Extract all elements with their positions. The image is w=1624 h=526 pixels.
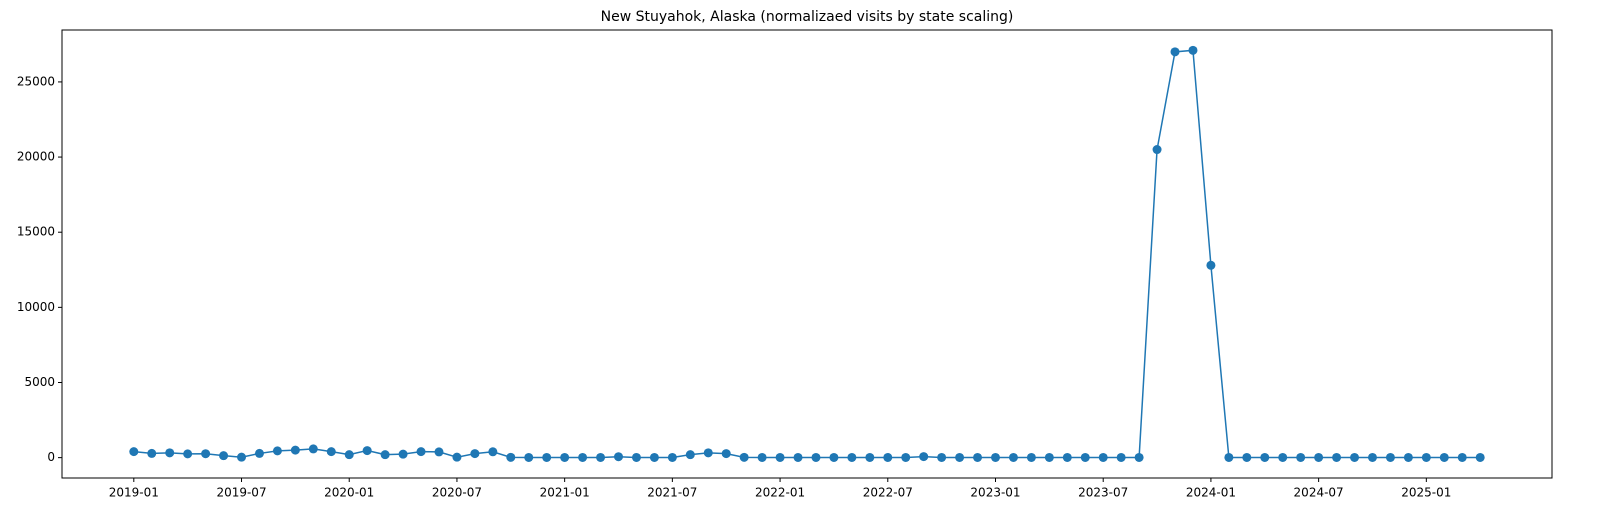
point [452,452,462,462]
point [542,452,552,462]
x-tick-label: 2021-07 [647,486,697,500]
point [1350,452,1360,462]
point [1026,452,1036,462]
point [1403,452,1413,462]
x-tick-label: 2019-01 [109,486,159,500]
point [631,452,641,462]
y-tick-label: 15000 [17,225,55,239]
point [560,452,570,462]
x-tick-label: 2023-07 [1078,486,1128,500]
point [219,451,229,461]
point [721,449,731,459]
y-tick-label: 5000 [24,375,55,389]
point [847,452,857,462]
chart-title: New Stuyahok, Alaska (normalizaed visits… [601,9,1014,25]
point [524,452,534,462]
x-tick-label: 2024-01 [1186,486,1236,500]
point [703,448,713,458]
point [201,449,211,459]
point [1367,452,1377,462]
point [757,452,767,462]
x-tick-label: 2022-07 [863,486,913,500]
point [326,447,336,457]
point [147,448,157,458]
point [685,450,695,460]
point [1188,45,1198,55]
point [614,452,624,462]
point [1242,452,1252,462]
x-tick-label: 2023-01 [970,486,1020,500]
point [1080,452,1090,462]
line [133,49,1481,459]
point [919,452,929,462]
point [883,452,893,462]
point [1098,452,1108,462]
y-tick-label: 25000 [17,74,55,88]
x-tick-label: 2020-07 [432,486,482,500]
point [506,452,516,462]
point [865,452,875,462]
point [973,452,983,462]
x-tick-label: 2022-01 [755,486,805,500]
point [649,452,659,462]
point [811,452,821,462]
point [1116,452,1126,462]
x-tick-label: 2021-01 [540,486,590,500]
y-tick-label: 0 [47,450,55,464]
point [129,447,139,457]
point [1278,452,1288,462]
point [1457,452,1467,462]
x-tick-label: 2024-07 [1294,486,1344,500]
x-tick-label: 2025-01 [1401,486,1451,500]
point [1314,452,1324,462]
point [901,452,911,462]
point [362,446,372,456]
point [775,452,785,462]
x-tick-label: 2019-07 [216,486,266,500]
point [1224,452,1234,462]
point [1421,452,1431,462]
plot-frame [61,29,1553,479]
point [470,449,480,459]
point [1385,452,1395,462]
point [1134,452,1144,462]
point [596,452,606,462]
point [488,447,498,457]
point [398,449,408,459]
point [434,447,444,457]
point [254,448,264,458]
point [739,452,749,462]
point [1152,145,1162,155]
point [237,452,247,462]
x-tick-label: 2020-01 [324,486,374,500]
point [1062,452,1072,462]
point [1296,452,1306,462]
point [1206,260,1216,270]
point [793,452,803,462]
point [308,444,318,454]
point [1260,452,1270,462]
point [955,452,965,462]
point [1008,452,1018,462]
point [290,445,300,455]
point [416,447,426,457]
point [937,452,947,462]
point [165,448,175,458]
point [1332,452,1342,462]
point [667,452,677,462]
point [183,449,193,459]
point [829,452,839,462]
point [1475,452,1485,462]
point [380,450,390,460]
point [990,452,1000,462]
point [578,452,588,462]
point [1170,47,1180,57]
y-tick-label: 10000 [17,300,55,314]
point [344,450,354,460]
point [1044,452,1054,462]
point [272,446,282,456]
y-tick-label: 20000 [17,150,55,164]
point [1439,452,1449,462]
